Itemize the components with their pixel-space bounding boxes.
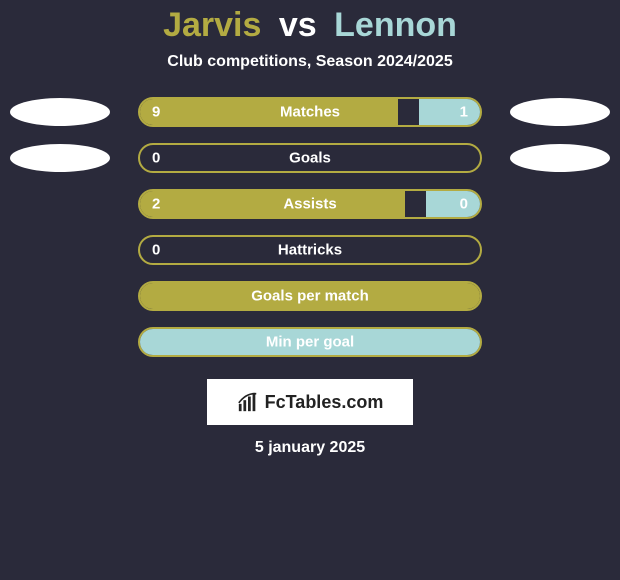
stat-label: Matches [280, 104, 340, 121]
stat-fill-right [419, 99, 480, 125]
stat-row: Min per goal [10, 327, 610, 357]
stat-bar: 0 Goals [138, 143, 482, 173]
player2-name: Lennon [334, 6, 457, 44]
stat-value-left: 0 [152, 150, 160, 167]
stat-rows: 9 1 Matches 0 Goals 2 0 Assists 0 Hattricks Goals … [10, 97, 610, 373]
stat-label: Assists [283, 196, 336, 213]
player2-ellipse [510, 236, 610, 264]
stat-row: 9 1 Matches [10, 97, 610, 127]
date-text: 5 january 2025 [255, 439, 365, 457]
stat-bar: Goals per match [138, 281, 482, 311]
stat-fill-left [140, 99, 398, 125]
stat-bar: Min per goal [138, 327, 482, 357]
vs-text: vs [279, 6, 317, 44]
stat-value-right: 1 [460, 104, 468, 121]
stat-bar: 2 0 Assists [138, 189, 482, 219]
stat-bar: 9 1 Matches [138, 97, 482, 127]
fctables-icon [237, 391, 259, 413]
player1-ellipse [10, 282, 110, 310]
player1-ellipse [10, 328, 110, 356]
player2-ellipse [510, 282, 610, 310]
player2-ellipse [510, 328, 610, 356]
logo-text: FcTables.com [265, 392, 384, 413]
stat-row: 0 Hattricks [10, 235, 610, 265]
stat-label: Goals [289, 150, 331, 167]
stat-row: 2 0 Assists [10, 189, 610, 219]
logo-box: FcTables.com [207, 379, 413, 425]
player1-ellipse [10, 190, 110, 218]
stat-bar: 0 Hattricks [138, 235, 482, 265]
stat-fill-left [140, 191, 405, 217]
stat-label: Goals per match [251, 288, 369, 305]
player1-name: Jarvis [163, 6, 261, 44]
stat-row: 0 Goals [10, 143, 610, 173]
stat-value-right: 0 [460, 196, 468, 213]
stat-row: Goals per match [10, 281, 610, 311]
stat-value-left: 2 [152, 196, 160, 213]
player2-ellipse [510, 144, 610, 172]
subtitle: Club competitions, Season 2024/2025 [167, 53, 452, 71]
stat-value-left: 0 [152, 242, 160, 259]
player1-ellipse [10, 144, 110, 172]
player1-ellipse [10, 98, 110, 126]
stat-label: Min per goal [266, 334, 354, 351]
player2-ellipse [510, 98, 610, 126]
stat-fill-right [426, 191, 480, 217]
player1-ellipse [10, 236, 110, 264]
comparison-title: Jarvis vs Lennon [163, 6, 457, 45]
player2-ellipse [510, 190, 610, 218]
stat-value-left: 9 [152, 104, 160, 121]
stat-label: Hattricks [278, 242, 342, 259]
